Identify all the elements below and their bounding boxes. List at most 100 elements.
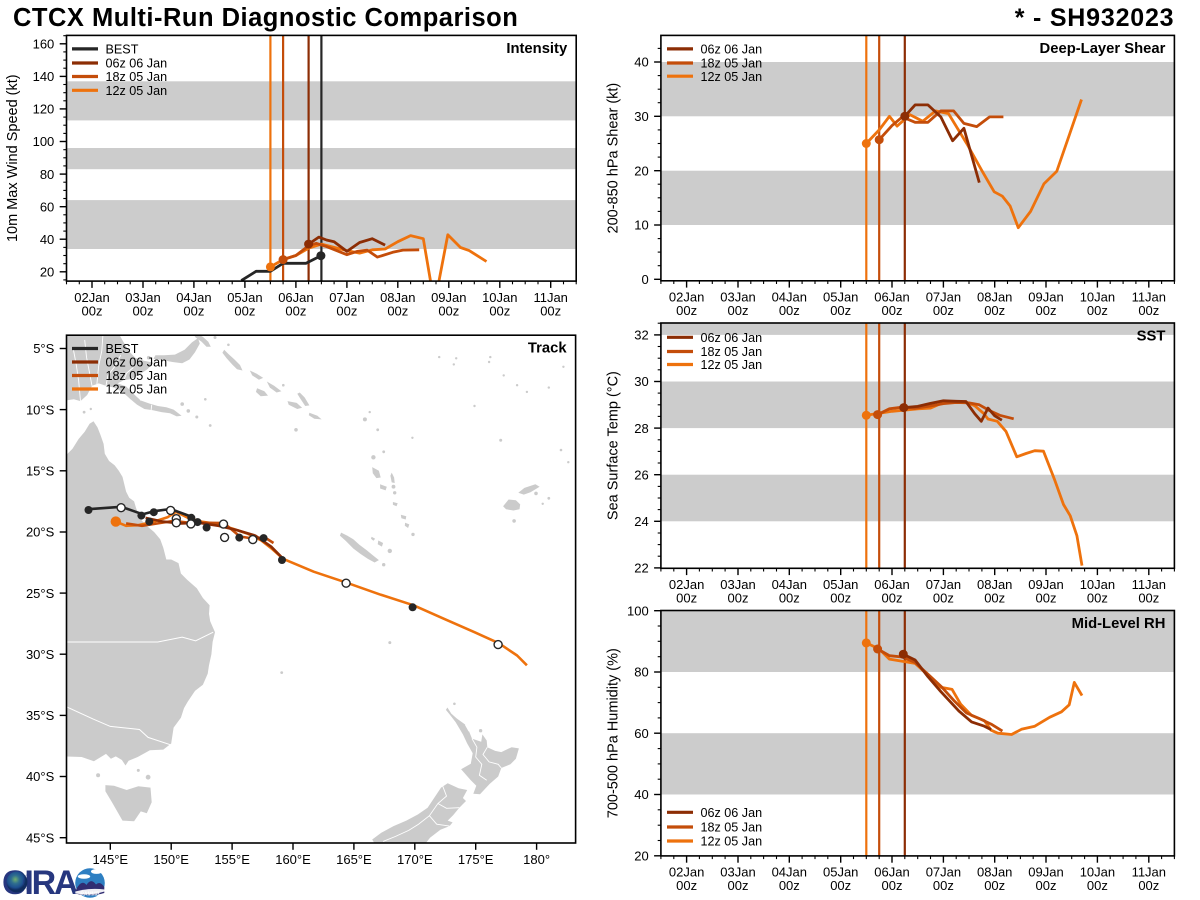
svg-text:00z: 00z bbox=[830, 303, 851, 318]
svg-text:00z: 00z bbox=[336, 303, 357, 318]
svg-text:09Jan: 09Jan bbox=[431, 290, 466, 305]
svg-text:* - SH932023: * - SH932023 bbox=[1015, 4, 1175, 32]
svg-text:80: 80 bbox=[634, 665, 648, 680]
svg-text:00z: 00z bbox=[984, 303, 1005, 318]
svg-text:Mid-Level RH: Mid-Level RH bbox=[1072, 616, 1166, 632]
svg-text:00z: 00z bbox=[779, 303, 800, 318]
svg-text:00z: 00z bbox=[830, 591, 851, 606]
svg-text:18z 05 Jan: 18z 05 Jan bbox=[701, 821, 763, 835]
svg-text:00z: 00z bbox=[984, 591, 1005, 606]
svg-text:04Jan: 04Jan bbox=[772, 290, 807, 305]
svg-text:11Jan: 11Jan bbox=[1132, 290, 1166, 305]
svg-text:12z 05 Jan: 12z 05 Jan bbox=[701, 835, 763, 849]
svg-text:09Jan: 09Jan bbox=[1028, 290, 1063, 305]
svg-text:00z: 00z bbox=[82, 303, 103, 318]
svg-text:06Jan: 06Jan bbox=[278, 290, 313, 305]
svg-text:10Jan: 10Jan bbox=[1080, 865, 1115, 880]
svg-text:10: 10 bbox=[634, 218, 648, 233]
svg-text:28: 28 bbox=[634, 421, 648, 436]
svg-text:20: 20 bbox=[40, 265, 54, 280]
svg-text:06z 06 Jan: 06z 06 Jan bbox=[701, 331, 763, 345]
svg-text:24: 24 bbox=[634, 514, 648, 529]
svg-text:18z 05 Jan: 18z 05 Jan bbox=[106, 70, 168, 84]
svg-text:160°E: 160°E bbox=[275, 852, 311, 867]
svg-text:00z: 00z bbox=[285, 303, 306, 318]
svg-text:30: 30 bbox=[634, 374, 648, 389]
svg-text:26: 26 bbox=[634, 467, 648, 482]
svg-text:140: 140 bbox=[33, 69, 55, 84]
svg-text:18z 05 Jan: 18z 05 Jan bbox=[701, 345, 763, 359]
svg-text:02Jan: 02Jan bbox=[669, 290, 704, 305]
svg-text:09Jan: 09Jan bbox=[1028, 865, 1063, 880]
svg-text:03Jan: 03Jan bbox=[720, 577, 755, 592]
svg-text:00z: 00z bbox=[234, 303, 255, 318]
svg-text:06Jan: 06Jan bbox=[874, 577, 909, 592]
svg-text:00z: 00z bbox=[933, 878, 954, 893]
svg-text:00z: 00z bbox=[540, 303, 561, 318]
svg-text:00z: 00z bbox=[728, 591, 749, 606]
svg-text:00z: 00z bbox=[676, 303, 697, 318]
svg-text:06z 06 Jan: 06z 06 Jan bbox=[106, 356, 168, 370]
svg-text:03Jan: 03Jan bbox=[125, 290, 160, 305]
svg-text:BEST: BEST bbox=[106, 43, 139, 57]
svg-text:120: 120 bbox=[33, 102, 55, 117]
svg-text:06z 06 Jan: 06z 06 Jan bbox=[106, 57, 168, 71]
svg-text:02Jan: 02Jan bbox=[669, 865, 704, 880]
svg-text:00z: 00z bbox=[1087, 878, 1108, 893]
svg-text:30: 30 bbox=[634, 109, 648, 124]
svg-text:40°S: 40°S bbox=[26, 769, 55, 784]
svg-text:CTCX Multi-Run Diagnostic Comp: CTCX Multi-Run Diagnostic Comparison bbox=[13, 4, 518, 32]
svg-text:100: 100 bbox=[627, 603, 649, 618]
svg-text:06z 06 Jan: 06z 06 Jan bbox=[701, 806, 763, 820]
svg-text:180°: 180° bbox=[523, 852, 550, 867]
svg-text:11Jan: 11Jan bbox=[1132, 865, 1166, 880]
svg-text:00z: 00z bbox=[933, 591, 954, 606]
svg-text:08Jan: 08Jan bbox=[977, 865, 1012, 880]
svg-text:04Jan: 04Jan bbox=[176, 290, 211, 305]
svg-text:SST: SST bbox=[1137, 329, 1166, 345]
svg-text:05Jan: 05Jan bbox=[227, 290, 262, 305]
svg-text:145°E: 145°E bbox=[93, 852, 129, 867]
svg-text:07Jan: 07Jan bbox=[926, 865, 961, 880]
svg-text:00z: 00z bbox=[830, 878, 851, 893]
svg-text:RAMMB: RAMMB bbox=[80, 891, 100, 897]
svg-text:80: 80 bbox=[40, 167, 54, 182]
svg-text:40: 40 bbox=[634, 55, 648, 70]
svg-text:20°S: 20°S bbox=[26, 525, 55, 540]
svg-text:160: 160 bbox=[33, 37, 55, 52]
svg-text:15°S: 15°S bbox=[26, 464, 55, 479]
svg-text:00z: 00z bbox=[1138, 878, 1159, 893]
svg-text:10°S: 10°S bbox=[26, 402, 55, 417]
svg-text:00z: 00z bbox=[183, 303, 204, 318]
svg-text:00z: 00z bbox=[779, 878, 800, 893]
svg-text:5°S: 5°S bbox=[33, 341, 54, 356]
svg-text:200-850 hPa Shear (kt): 200-850 hPa Shear (kt) bbox=[606, 83, 622, 234]
svg-text:Deep-Layer Shear: Deep-Layer Shear bbox=[1040, 41, 1166, 57]
svg-text:Intensity: Intensity bbox=[506, 41, 568, 57]
svg-text:11Jan: 11Jan bbox=[1132, 577, 1166, 592]
svg-text:12z 05 Jan: 12z 05 Jan bbox=[106, 84, 168, 98]
svg-text:00z: 00z bbox=[438, 303, 459, 318]
svg-text:00z: 00z bbox=[1138, 591, 1159, 606]
svg-text:00z: 00z bbox=[1036, 303, 1057, 318]
svg-text:165°E: 165°E bbox=[336, 852, 372, 867]
svg-text:60: 60 bbox=[634, 726, 648, 741]
svg-text:05Jan: 05Jan bbox=[823, 865, 858, 880]
svg-text:12z 05 Jan: 12z 05 Jan bbox=[701, 70, 763, 84]
svg-text:07Jan: 07Jan bbox=[926, 290, 961, 305]
svg-text:60: 60 bbox=[40, 199, 54, 214]
svg-text:32: 32 bbox=[634, 328, 648, 343]
svg-text:170°E: 170°E bbox=[397, 852, 433, 867]
svg-text:10m Max Wind Speed (kt): 10m Max Wind Speed (kt) bbox=[5, 74, 21, 242]
svg-text:00z: 00z bbox=[387, 303, 408, 318]
svg-text:22: 22 bbox=[634, 561, 648, 576]
svg-text:00z: 00z bbox=[728, 303, 749, 318]
svg-text:00z: 00z bbox=[882, 591, 903, 606]
svg-text:00z: 00z bbox=[1087, 303, 1108, 318]
svg-text:00z: 00z bbox=[882, 878, 903, 893]
svg-text:00z: 00z bbox=[1036, 878, 1057, 893]
svg-text:05Jan: 05Jan bbox=[823, 577, 858, 592]
svg-text:00z: 00z bbox=[882, 303, 903, 318]
svg-text:30°S: 30°S bbox=[26, 647, 55, 662]
svg-text:00z: 00z bbox=[133, 303, 154, 318]
